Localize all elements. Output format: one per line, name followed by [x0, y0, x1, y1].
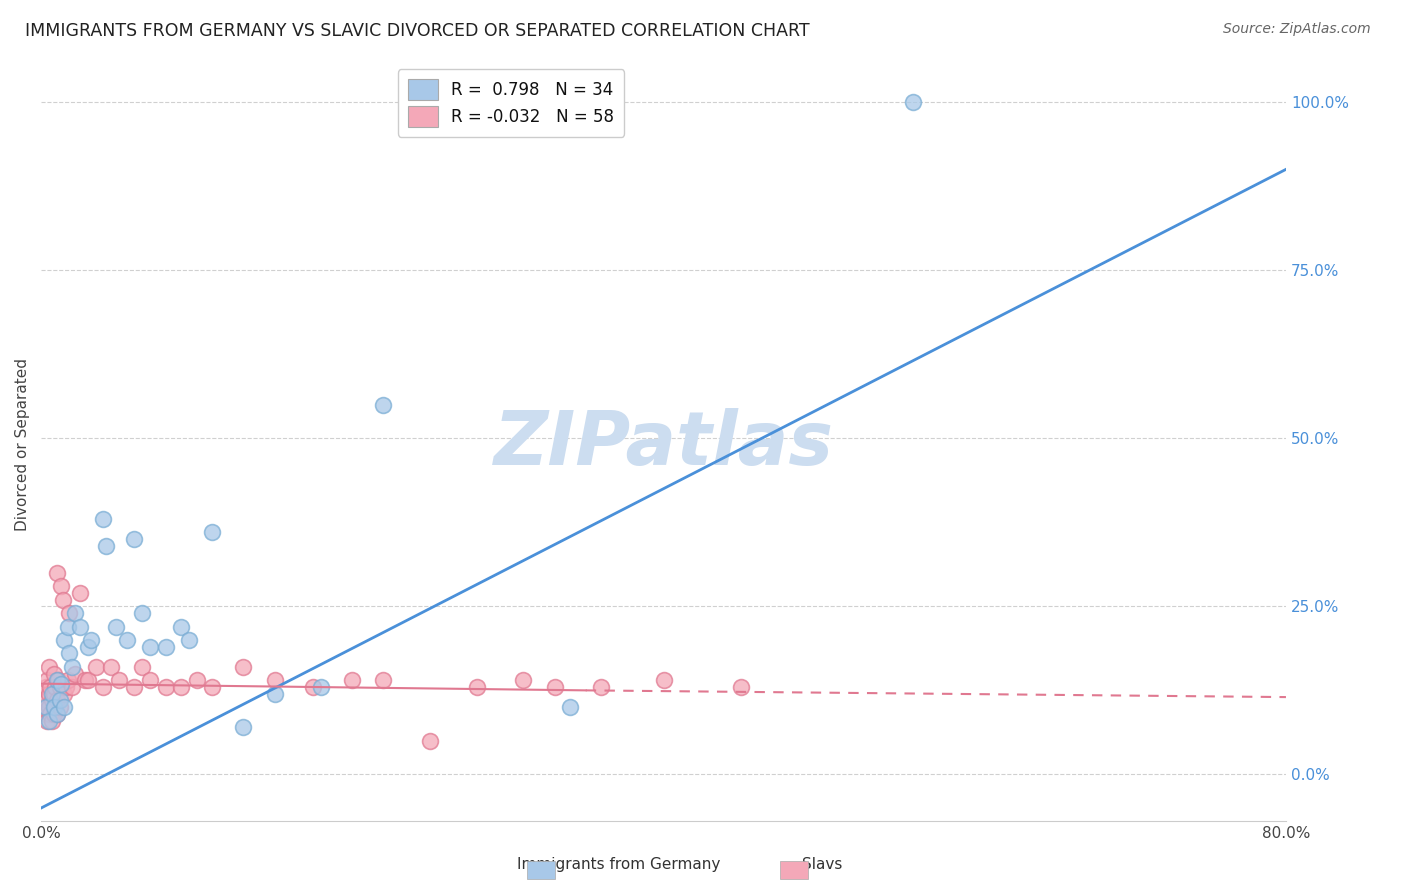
Point	[60, 660, 83, 674]
Point	[53, 632, 76, 647]
Point	[49, 693, 72, 707]
Point	[37, 714, 59, 728]
Y-axis label: Divorced or Separated: Divorced or Separated	[15, 359, 30, 532]
Point	[37, 673, 59, 688]
Point	[93, 512, 115, 526]
Point	[155, 680, 177, 694]
Point	[76, 673, 98, 688]
Point	[38, 687, 60, 701]
Point	[35, 706, 58, 721]
Point	[58, 647, 80, 661]
Point	[80, 632, 103, 647]
Point	[177, 632, 200, 647]
Point	[53, 700, 76, 714]
Text: IMMIGRANTS FROM GERMANY VS SLAVIC DIVORCED OR SEPARATED CORRELATION CHART: IMMIGRANTS FROM GERMANY VS SLAVIC DIVORC…	[25, 22, 810, 40]
Point	[104, 619, 127, 633]
Point	[263, 687, 285, 701]
Point	[45, 673, 67, 688]
Point	[58, 606, 80, 620]
Point	[201, 525, 224, 540]
Point	[45, 706, 67, 721]
Point	[46, 673, 69, 688]
Point	[543, 680, 565, 694]
Point	[139, 640, 162, 654]
Point	[302, 680, 325, 694]
Point	[108, 673, 131, 688]
Point	[100, 660, 122, 674]
Point	[35, 680, 58, 694]
Point	[232, 660, 254, 674]
Point	[901, 95, 924, 109]
Point	[65, 606, 87, 620]
Point	[42, 687, 65, 701]
Point	[730, 680, 752, 694]
Point	[76, 640, 98, 654]
Point	[44, 700, 66, 714]
Point	[96, 539, 118, 553]
Point	[49, 680, 72, 694]
Point	[373, 398, 395, 412]
Point	[84, 660, 107, 674]
Point	[232, 720, 254, 734]
Text: Immigrants from Germany: Immigrants from Germany	[517, 857, 720, 872]
Point	[52, 592, 75, 607]
Point	[170, 680, 193, 694]
Point	[41, 714, 63, 728]
Point	[60, 680, 83, 694]
Point	[42, 706, 65, 721]
Point	[41, 693, 63, 707]
Point	[56, 673, 79, 688]
Point	[42, 666, 65, 681]
Point	[51, 579, 73, 593]
Point	[41, 687, 63, 701]
Point	[53, 687, 76, 701]
Point	[93, 680, 115, 694]
Point	[201, 680, 224, 694]
Point	[65, 666, 87, 681]
Point	[263, 673, 285, 688]
Point	[155, 640, 177, 654]
Point	[32, 700, 55, 714]
Point	[69, 586, 91, 600]
Point	[56, 619, 79, 633]
Point	[49, 700, 72, 714]
Point	[45, 693, 67, 707]
Point	[38, 700, 60, 714]
Point	[170, 619, 193, 633]
Point	[38, 660, 60, 674]
Point	[45, 566, 67, 580]
Point	[35, 700, 58, 714]
Point	[186, 673, 208, 688]
Point	[39, 680, 62, 694]
Point	[465, 680, 488, 694]
Legend: R =  0.798   N = 34, R = -0.032   N = 58: R = 0.798 N = 34, R = -0.032 N = 58	[398, 70, 624, 136]
Point	[342, 673, 364, 688]
Point	[55, 680, 77, 694]
Text: Slavs: Slavs	[803, 857, 842, 872]
Point	[38, 714, 60, 728]
Point	[115, 632, 138, 647]
Point	[139, 673, 162, 688]
Point	[45, 706, 67, 721]
Point	[124, 532, 146, 546]
Point	[591, 680, 613, 694]
Point	[560, 700, 582, 714]
Point	[309, 680, 332, 694]
Text: Source: ZipAtlas.com: Source: ZipAtlas.com	[1223, 22, 1371, 37]
Point	[42, 700, 65, 714]
Point	[131, 660, 153, 674]
Text: ZIPatlas: ZIPatlas	[494, 409, 834, 482]
Point	[73, 673, 96, 688]
Point	[37, 693, 59, 707]
Point	[512, 673, 534, 688]
Point	[419, 733, 441, 747]
Point	[652, 673, 675, 688]
Point	[373, 673, 395, 688]
Point	[51, 676, 73, 690]
Point	[124, 680, 146, 694]
Point	[44, 680, 66, 694]
Point	[69, 619, 91, 633]
Point	[39, 706, 62, 721]
Point	[131, 606, 153, 620]
